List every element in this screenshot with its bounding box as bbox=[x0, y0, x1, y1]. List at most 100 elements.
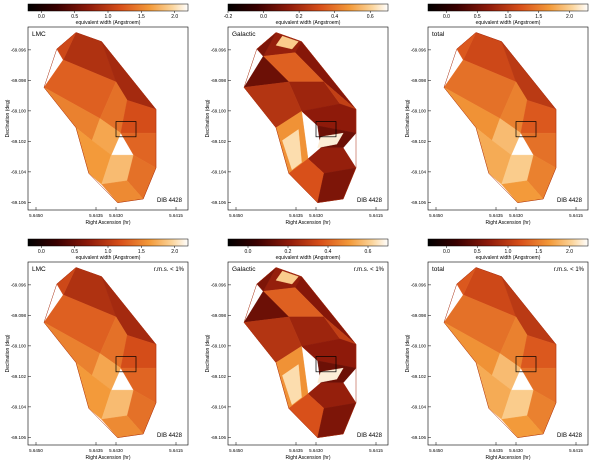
x-tick-label: 5.6450 bbox=[229, 213, 243, 218]
y-tick-label: -69.096 bbox=[411, 282, 427, 287]
y-tick-label: -69.106 bbox=[211, 200, 227, 205]
field-outline bbox=[243, 267, 357, 438]
y-tick-label: -69.106 bbox=[411, 435, 427, 440]
panel-label: LMC bbox=[32, 31, 46, 38]
heatmap bbox=[443, 267, 557, 438]
y-tick-label: -69.102 bbox=[11, 139, 27, 144]
panel-label: total bbox=[432, 31, 445, 38]
colorbar-tick-label: 0.4 bbox=[331, 14, 338, 20]
x-tick-label: 5.6415 bbox=[169, 448, 183, 453]
y-tick-label: -69.102 bbox=[211, 374, 227, 379]
colorbar-tick-label: 1.0 bbox=[105, 14, 112, 20]
y-tick-label: -69.098 bbox=[211, 313, 227, 318]
panel-tag: DIB 4428 bbox=[357, 198, 383, 204]
x-tick-label: 5.6430 bbox=[309, 448, 323, 453]
x-axis-label: Right Ascension (hr) bbox=[485, 220, 530, 226]
colorbar-tick-label: 1.0 bbox=[505, 249, 512, 255]
x-axis-label: Right Ascension (hr) bbox=[85, 455, 130, 461]
colorbar bbox=[27, 3, 189, 12]
x-tick-label: 5.6435 bbox=[89, 213, 103, 218]
colorbar-tick-label: 0.0 bbox=[443, 249, 450, 255]
y-tick-label: -69.104 bbox=[411, 404, 427, 409]
colorbar-label: equivalent width (Angstroem) bbox=[276, 255, 341, 261]
panel-label: Galactic bbox=[232, 266, 256, 273]
colorbar-tick-label: 2.0 bbox=[171, 14, 178, 20]
region-box bbox=[515, 121, 537, 138]
y-tick-label: -69.098 bbox=[11, 313, 27, 318]
x-tick-label: 5.6450 bbox=[29, 213, 43, 218]
y-tick-label: -69.104 bbox=[411, 169, 427, 174]
panel-label: total bbox=[432, 266, 445, 273]
x-tick-label: 5.6415 bbox=[369, 213, 383, 218]
x-tick-label: 5.6450 bbox=[429, 448, 443, 453]
y-tick-label: -69.098 bbox=[411, 78, 427, 83]
panel-6: 0.0 0.5 1.0 1.5 2.0 equivalent width (Angstro… bbox=[405, 238, 589, 461]
region-box bbox=[315, 356, 337, 373]
region-box bbox=[515, 356, 537, 373]
y-tick-label: -69.098 bbox=[411, 313, 427, 318]
colorbar bbox=[227, 238, 389, 247]
colorbar-tick-label: 0.5 bbox=[71, 249, 78, 255]
y-axis-label: Declination (deg) bbox=[405, 334, 411, 372]
panel-1: 0.0 0.5 1.0 1.5 2.0 equivalent width (Angstro… bbox=[5, 3, 189, 226]
panel-2: -0.2 0.0 0.2 0.4 0.6 equivalent width (Angstr… bbox=[205, 3, 389, 226]
x-tick-label: 5.6450 bbox=[29, 448, 43, 453]
colorbar-tick-label: 2.0 bbox=[566, 249, 573, 255]
x-axis-label: Right Ascension (hr) bbox=[85, 220, 130, 226]
x-tick-label: 5.6450 bbox=[429, 213, 443, 218]
colorbar-tick-label: 1.5 bbox=[138, 14, 145, 20]
y-tick-label: -69.106 bbox=[11, 435, 27, 440]
colorbar-tick-label: 0.0 bbox=[260, 14, 267, 20]
colorbar-tick-label: 0.6 bbox=[367, 14, 374, 20]
y-tick-label: -69.106 bbox=[411, 200, 427, 205]
x-tick-label: 5.6435 bbox=[489, 213, 503, 218]
x-tick-label: 5.6435 bbox=[489, 448, 503, 453]
x-tick-label: 5.6415 bbox=[569, 213, 583, 218]
colorbar bbox=[427, 238, 589, 247]
panel-tag: DIB 4428 bbox=[357, 433, 383, 439]
region-box bbox=[315, 121, 337, 138]
x-axis-label: Right Ascension (hr) bbox=[285, 455, 330, 461]
y-tick-label: -69.104 bbox=[211, 404, 227, 409]
x-tick-label: 5.6435 bbox=[289, 448, 303, 453]
heatmap bbox=[243, 32, 357, 204]
y-tick-label: -69.100 bbox=[211, 108, 227, 113]
colorbar-tick-label: 0.5 bbox=[474, 249, 481, 255]
colorbar-tick-label: -0.2 bbox=[224, 14, 233, 20]
panel-tag: DIB 4428 bbox=[157, 433, 183, 439]
field-outline bbox=[43, 32, 157, 203]
colorbar-tick-label: 1.0 bbox=[505, 14, 512, 20]
colorbar-tick-label: 0.0 bbox=[38, 249, 45, 255]
heatmap bbox=[43, 32, 157, 203]
colorbar-label: equivalent width (Angstroem) bbox=[76, 20, 141, 26]
x-tick-label: 5.6430 bbox=[509, 213, 523, 218]
heatmap-cell bbox=[275, 35, 299, 50]
heatmap bbox=[443, 32, 557, 203]
y-tick-label: -69.096 bbox=[411, 47, 427, 52]
colorbar-tick-label: 0.5 bbox=[474, 14, 481, 20]
x-tick-label: 5.6415 bbox=[369, 448, 383, 453]
panel-label: LMC bbox=[32, 266, 46, 273]
y-axis-label: Declination (deg) bbox=[405, 99, 411, 137]
field-outline bbox=[243, 32, 357, 203]
colorbar bbox=[227, 3, 389, 12]
colorbar-tick-label: 0.2 bbox=[296, 14, 303, 20]
panel-tag: DIB 4428 bbox=[557, 198, 583, 204]
y-tick-label: -69.096 bbox=[211, 47, 227, 52]
y-tick-label: -69.096 bbox=[11, 47, 27, 52]
panel-label: Galactic bbox=[232, 31, 256, 38]
panel-3: 0.0 0.5 1.0 1.5 2.0 equivalent width (Angstro… bbox=[405, 3, 589, 226]
region-box bbox=[115, 356, 137, 373]
x-tick-label: 5.6430 bbox=[109, 213, 123, 218]
x-tick-label: 5.6430 bbox=[509, 448, 523, 453]
y-axis-label: Declination (deg) bbox=[205, 99, 211, 137]
region-box bbox=[115, 121, 137, 138]
heatmap bbox=[43, 267, 157, 438]
x-tick-label: 5.6415 bbox=[569, 448, 583, 453]
colorbar-tick-label: 2.0 bbox=[566, 14, 573, 20]
x-axis-label: Right Ascension (hr) bbox=[485, 455, 530, 461]
colorbar-tick-label: 1.5 bbox=[535, 249, 542, 255]
colorbar-tick-label: 0.4 bbox=[325, 249, 332, 255]
x-tick-label: 5.6415 bbox=[169, 213, 183, 218]
